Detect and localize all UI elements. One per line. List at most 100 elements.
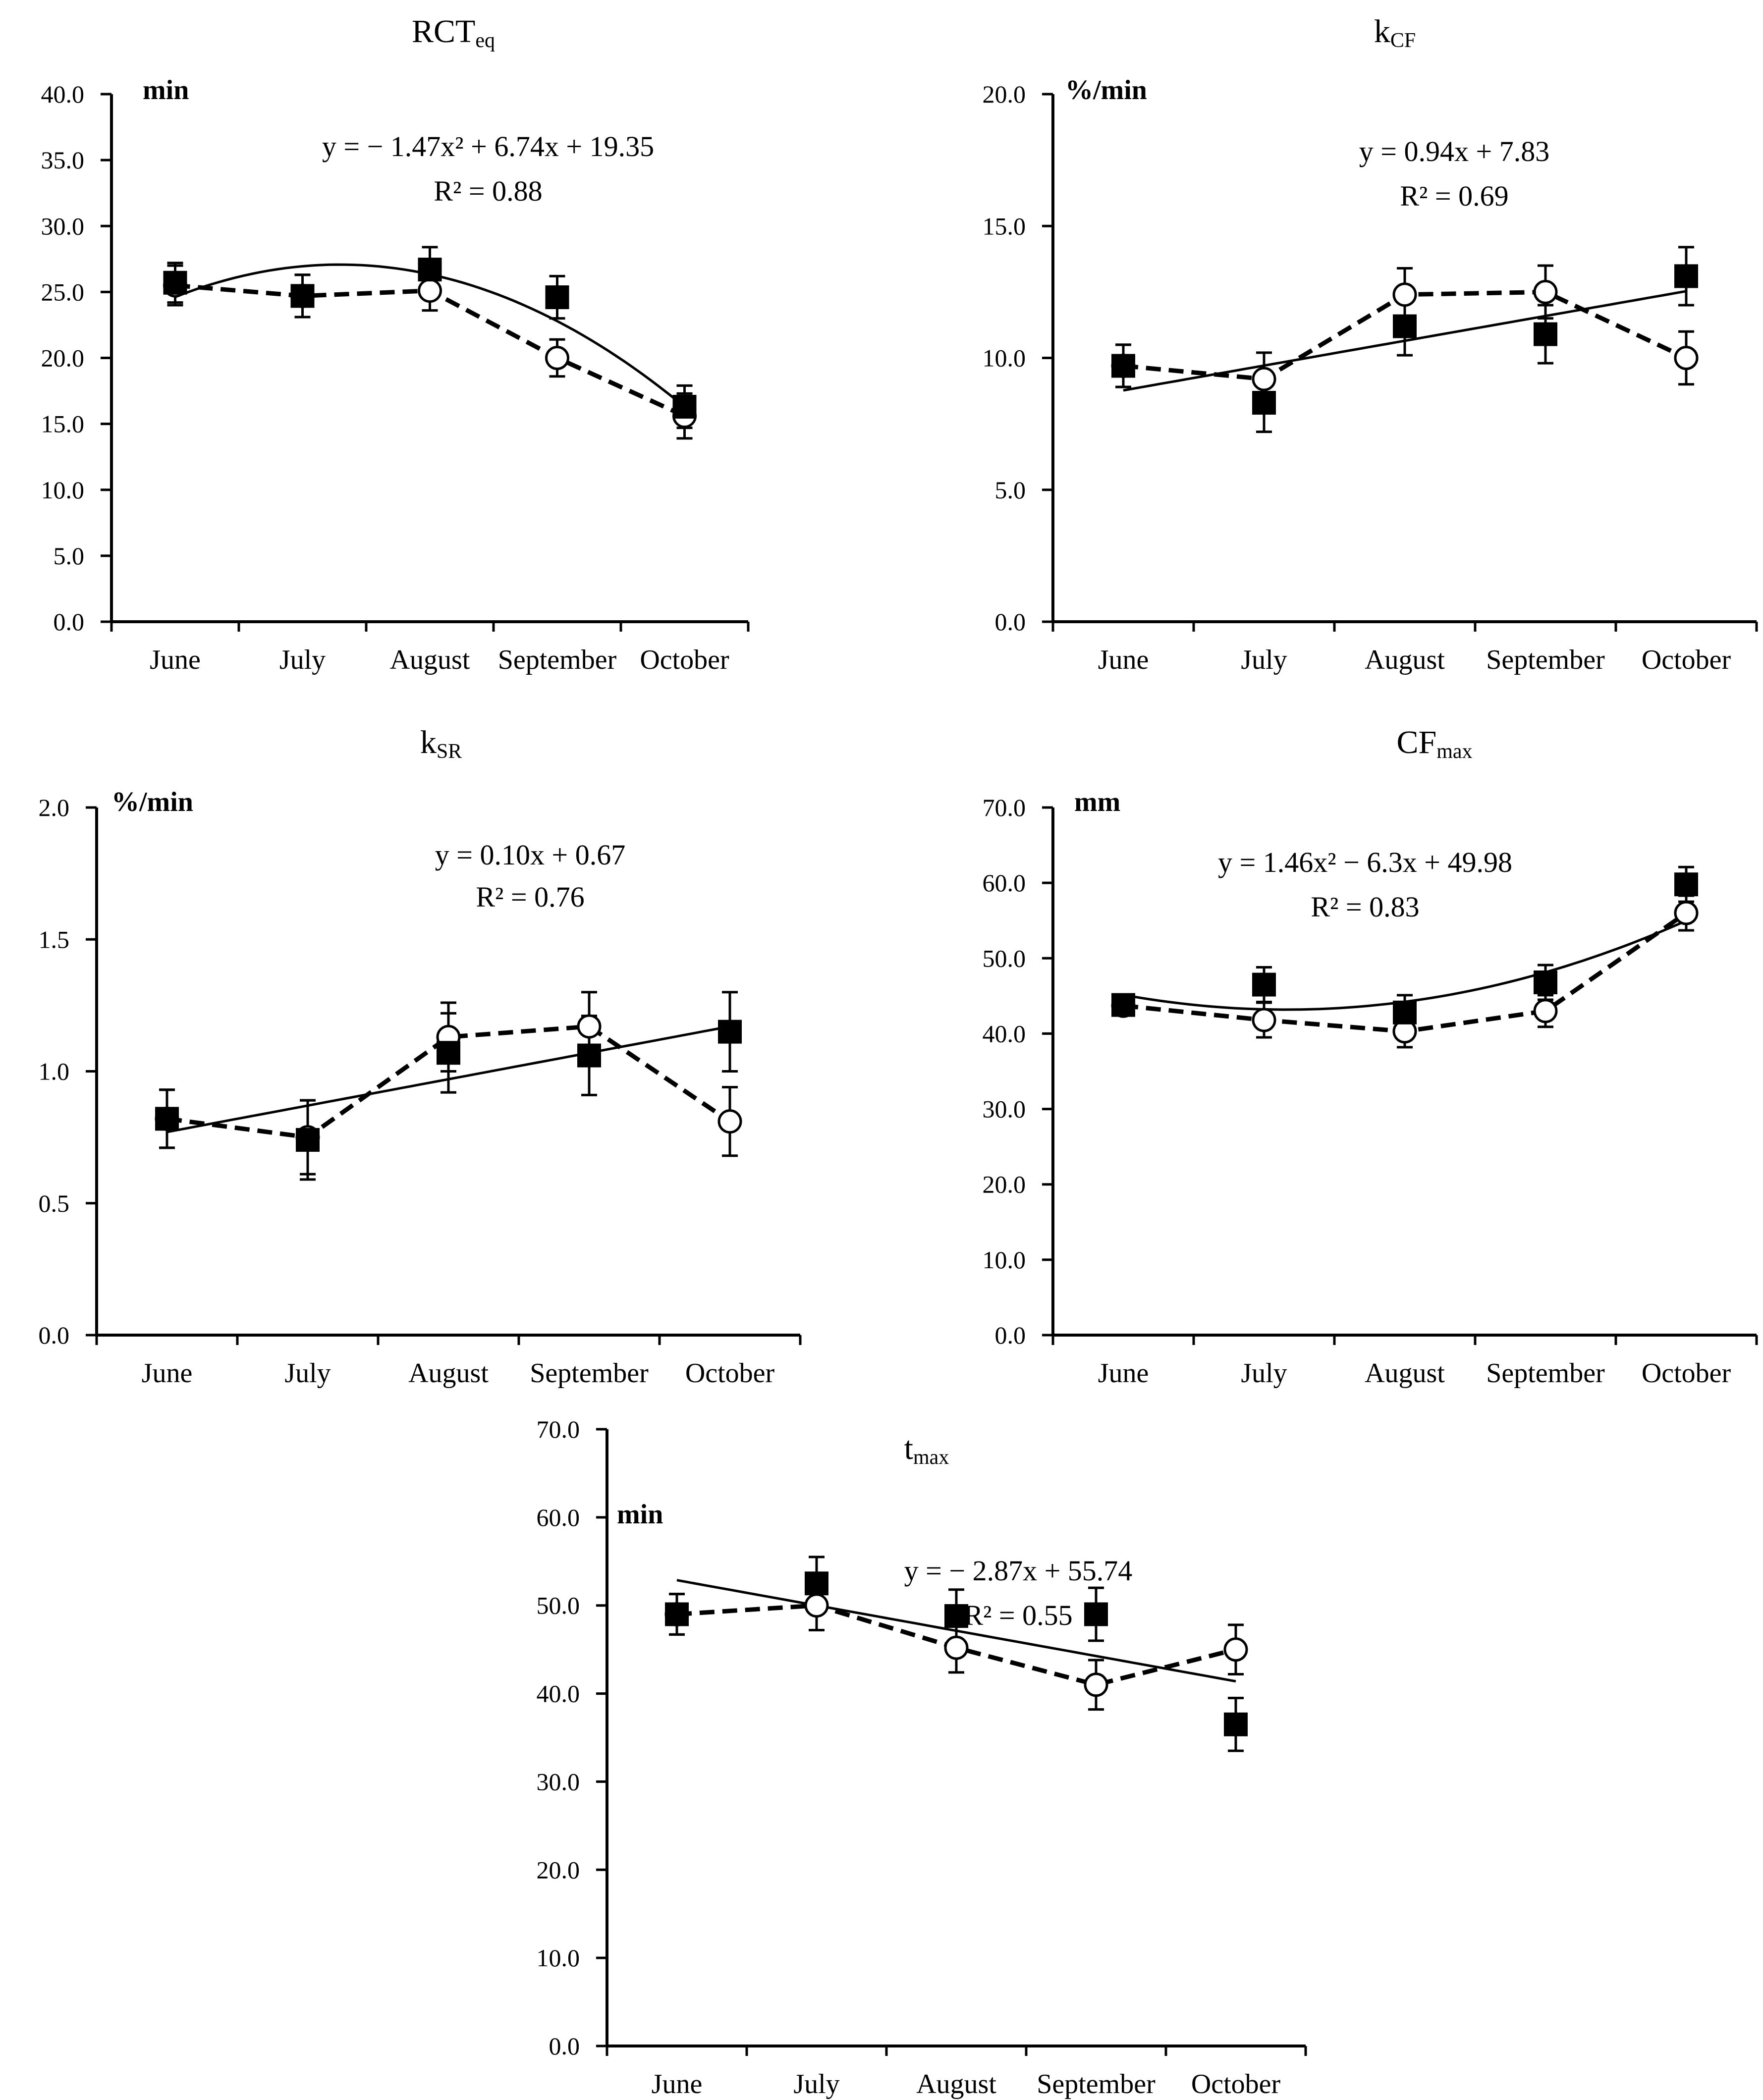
y-tick-label: 30.0 (983, 1095, 1026, 1123)
data-point-circle (944, 1635, 969, 1660)
y-tick-label: 0.0 (54, 608, 85, 636)
x-category-label: June (1098, 1358, 1149, 1389)
chart-title-subscript: max (1436, 740, 1472, 763)
x-category-label: September (1486, 1358, 1605, 1389)
y-axis-unit-label: min (143, 75, 189, 106)
y-tick-label: 10.0 (537, 1944, 580, 1972)
y-axis-unit-label: mm (1074, 787, 1120, 817)
x-category-label: August (408, 1358, 489, 1389)
data-point-square (1084, 1602, 1108, 1626)
panel-1: RCTeq min y = − 1.47x² + 6.74x + 19.35 R² =… (41, 13, 750, 675)
data-point-square (577, 1043, 601, 1068)
x-category-label: September (1486, 645, 1605, 675)
y-tick-label: 10.0 (983, 1246, 1026, 1274)
data-point-square (1111, 993, 1135, 1017)
data-point-circle (1252, 367, 1276, 391)
chart-title-subscript: SR (437, 740, 462, 763)
data-point-square (1393, 314, 1417, 338)
data-point-circle (545, 346, 569, 370)
y-axis-unit-label: %/min (111, 787, 193, 817)
chart-title-subscript: CF (1390, 29, 1416, 52)
data-point-square (1252, 391, 1276, 415)
y-tick-label: 35.0 (41, 146, 85, 174)
y-tick-label: 10.0 (983, 344, 1026, 372)
x-category-label: August (916, 2069, 996, 2100)
data-point-square (944, 1604, 968, 1628)
y-tick-label: 30.0 (41, 212, 85, 240)
y-tick-label: 15.0 (41, 410, 85, 438)
chart-title: kSR (420, 724, 462, 763)
x-category-label: September (1037, 2069, 1156, 2100)
chart-title-main: t (904, 1430, 913, 1466)
panel-3: kSR %/min y = 0.10x + 0.67 R² = 0.76 0.0 0.5 1… (39, 724, 802, 1389)
chart-title-main: k (420, 724, 437, 760)
data-point-square (1674, 264, 1698, 288)
x-category-label: October (1642, 1358, 1731, 1389)
chart-title: CFmax (1396, 724, 1472, 763)
x-category-label: June (1098, 645, 1149, 675)
x-category-label: October (685, 1358, 775, 1389)
x-category-label: July (1241, 1358, 1287, 1389)
panel-4: CFmax mm y = 1.46x² − 6.3x + 49.98 R² = 0.8… (983, 724, 1758, 1389)
chart-title-subscript: eq (475, 29, 495, 52)
y-tick-label: 0.0 (39, 1321, 70, 1349)
data-point-square (1393, 1000, 1417, 1024)
y-tick-label: 1.0 (39, 1058, 70, 1085)
data-point-square (163, 270, 187, 295)
y-tick-label: 20.0 (41, 344, 85, 372)
y-axis-unit-label: %/min (1065, 75, 1147, 106)
y-tick-label: 1.5 (39, 925, 70, 953)
y-tick-label: 0.0 (549, 2032, 580, 2060)
data-point-circle (1674, 346, 1699, 370)
x-category-label: October (1642, 645, 1731, 675)
x-category-label: June (142, 1358, 193, 1389)
chart-title: kCF (1374, 13, 1416, 52)
x-category-label: July (279, 645, 326, 675)
y-tick-label: 25.0 (41, 278, 85, 306)
y-axis-unit-label: min (617, 1499, 663, 1530)
chart-title: RCTeq (412, 13, 495, 52)
chart-title-main: CF (1396, 724, 1436, 760)
chart-title-main: RCT (412, 13, 475, 50)
y-tick-label: 20.0 (537, 1856, 580, 1884)
data-point-square (418, 258, 442, 282)
y-tick-label: 60.0 (537, 1504, 580, 1531)
data-point-square (437, 1041, 460, 1065)
y-tick-label: 40.0 (537, 1680, 580, 1708)
data-point-square (1111, 354, 1135, 378)
trendline-equation: y = − 2.87x + 55.74 (904, 1555, 1133, 1587)
data-point-square (290, 284, 315, 308)
x-category-label: August (1365, 1358, 1445, 1389)
x-category-label: July (284, 1358, 331, 1389)
data-point-square (718, 1020, 742, 1044)
y-tick-label: 40.0 (41, 80, 85, 108)
y-tick-label: 15.0 (983, 212, 1026, 240)
panel-5: tmax min y = − 2.87x + 55.74 R² = 0.55 0.0 10… (537, 1415, 1307, 2100)
data-point-circle (1533, 999, 1558, 1023)
y-tick-label: 20.0 (983, 80, 1026, 108)
data-point-square (1534, 322, 1557, 346)
x-category-label: June (150, 645, 201, 675)
data-point-circle (1223, 1637, 1248, 1662)
data-point-circle (1252, 1008, 1276, 1032)
data-point-circle (418, 278, 442, 303)
data-point-square (1534, 970, 1557, 994)
y-tick-label: 5.0 (54, 542, 85, 570)
trendline-equation: y = 0.10x + 0.67 (435, 839, 625, 871)
data-point-square (155, 1107, 179, 1131)
y-tick-label: 40.0 (983, 1020, 1026, 1047)
trendline-r-squared: R² = 0.69 (1400, 180, 1508, 212)
y-tick-label: 10.0 (41, 476, 85, 504)
data-point-circle (804, 1593, 829, 1618)
trendline-equation: y = 0.94x + 7.83 (1359, 135, 1549, 167)
data-point-square (1674, 872, 1698, 897)
x-category-label: October (1191, 2069, 1281, 2100)
trendline-equation: y = − 1.47x² + 6.74x + 19.35 (322, 130, 654, 162)
y-tick-label: 0.0 (995, 608, 1026, 636)
data-point-square (1224, 1712, 1248, 1736)
data-point-square (665, 1602, 689, 1626)
x-category-label: June (652, 2069, 703, 2100)
y-tick-label: 60.0 (983, 869, 1026, 897)
trendline-r-squared: R² = 0.55 (964, 1599, 1072, 1631)
